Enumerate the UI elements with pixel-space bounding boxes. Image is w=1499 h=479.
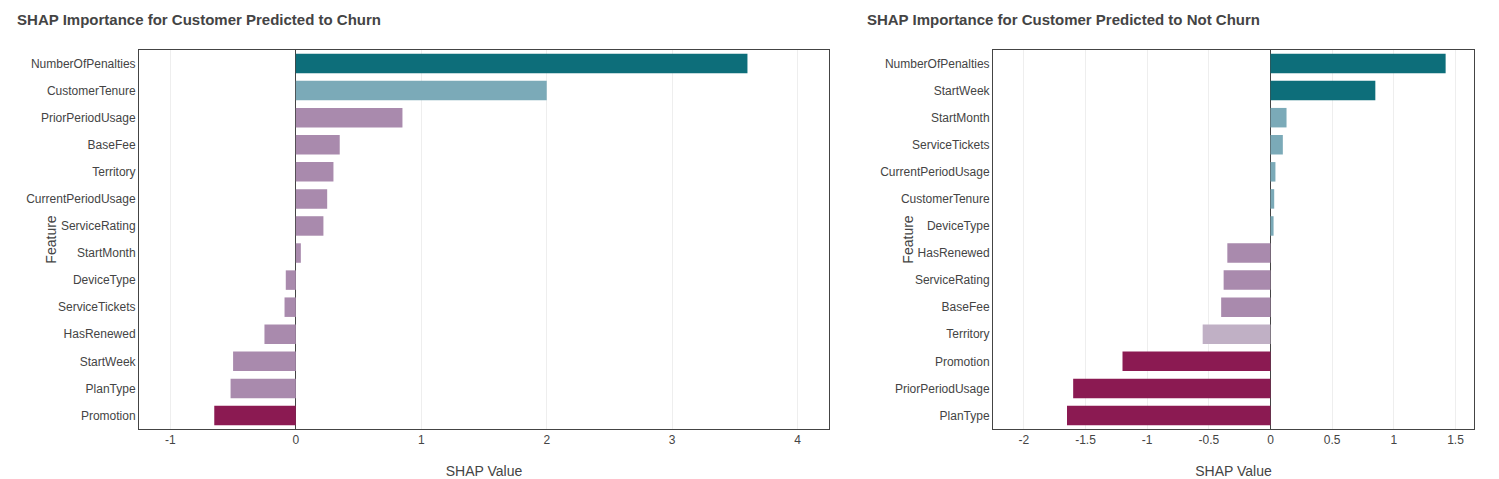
svg-text:SHAP Importance for Customer P: SHAP Importance for Customer Predicted t… xyxy=(17,11,381,28)
svg-text:CurrentPeriodUsage: CurrentPeriodUsage xyxy=(26,192,136,206)
svg-text:1.5: 1.5 xyxy=(1447,433,1464,447)
svg-text:3: 3 xyxy=(669,433,676,447)
svg-text:PriorPeriodUsage: PriorPeriodUsage xyxy=(895,382,990,396)
svg-text:HasRenewed: HasRenewed xyxy=(918,246,990,260)
svg-text:0: 0 xyxy=(292,433,299,447)
svg-text:StartWeek: StartWeek xyxy=(80,355,137,369)
svg-text:SHAP Value: SHAP Value xyxy=(446,463,523,479)
svg-text:PlanType: PlanType xyxy=(940,409,990,423)
svg-text:CurrentPeriodUsage: CurrentPeriodUsage xyxy=(880,165,990,179)
svg-text:ServiceRating: ServiceRating xyxy=(61,219,136,233)
svg-text:-2: -2 xyxy=(1018,433,1029,447)
svg-text:ServiceRating: ServiceRating xyxy=(915,273,990,287)
svg-text:NumberOfPenalties: NumberOfPenalties xyxy=(885,57,990,71)
svg-text:CustomerTenure: CustomerTenure xyxy=(901,192,990,206)
svg-text:StartWeek: StartWeek xyxy=(934,84,991,98)
svg-text:PriorPeriodUsage: PriorPeriodUsage xyxy=(41,111,136,125)
svg-text:BaseFee: BaseFee xyxy=(88,138,136,152)
svg-text:HasRenewed: HasRenewed xyxy=(64,327,136,341)
svg-text:-0.5: -0.5 xyxy=(1198,433,1219,447)
svg-text:CustomerTenure: CustomerTenure xyxy=(47,84,136,98)
svg-text:SHAP Value: SHAP Value xyxy=(1195,463,1272,479)
svg-text:StartMonth: StartMonth xyxy=(931,111,990,125)
svg-text:1: 1 xyxy=(418,433,425,447)
svg-text:-1: -1 xyxy=(165,433,176,447)
svg-text:ServiceTickets: ServiceTickets xyxy=(58,300,136,314)
svg-text:NumberOfPenalties: NumberOfPenalties xyxy=(31,57,136,71)
svg-text:Territory: Territory xyxy=(946,327,989,341)
svg-text:1: 1 xyxy=(1390,433,1397,447)
svg-text:0: 0 xyxy=(1267,433,1274,447)
svg-text:2: 2 xyxy=(543,433,550,447)
svg-text:DeviceType: DeviceType xyxy=(73,273,136,287)
svg-text:DeviceType: DeviceType xyxy=(927,219,990,233)
svg-text:PlanType: PlanType xyxy=(86,382,136,396)
svg-text:0.5: 0.5 xyxy=(1324,433,1341,447)
svg-text:SHAP Importance for Customer P: SHAP Importance for Customer Predicted t… xyxy=(867,11,1260,28)
svg-text:Territory: Territory xyxy=(92,165,135,179)
svg-text:4: 4 xyxy=(794,433,801,447)
svg-text:-1: -1 xyxy=(1142,433,1153,447)
svg-text:Feature: Feature xyxy=(43,215,59,263)
svg-text:StartMonth: StartMonth xyxy=(77,246,136,260)
svg-text:ServiceTickets: ServiceTickets xyxy=(912,138,990,152)
svg-text:Promotion: Promotion xyxy=(935,355,990,369)
svg-text:-1.5: -1.5 xyxy=(1075,433,1096,447)
svg-text:Promotion: Promotion xyxy=(81,409,136,423)
svg-text:BaseFee: BaseFee xyxy=(942,300,990,314)
svg-text:Feature: Feature xyxy=(900,215,916,263)
